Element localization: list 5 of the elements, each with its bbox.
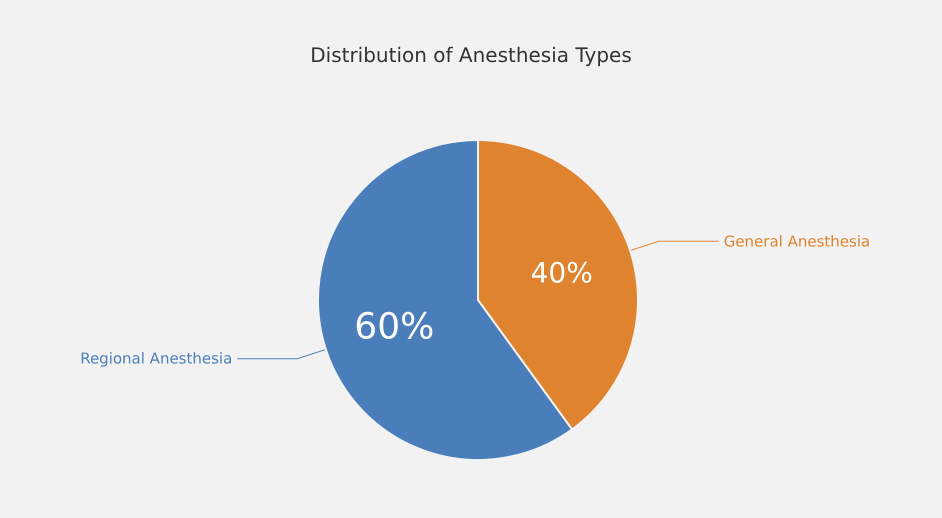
data-label: 60% xyxy=(354,306,434,348)
slice-label: Regional Anesthesia xyxy=(80,350,232,368)
chart-title: Distribution of Anesthesia Types xyxy=(310,43,632,67)
data-label: 40% xyxy=(530,256,593,290)
slice-label: General Anesthesia xyxy=(724,232,870,250)
